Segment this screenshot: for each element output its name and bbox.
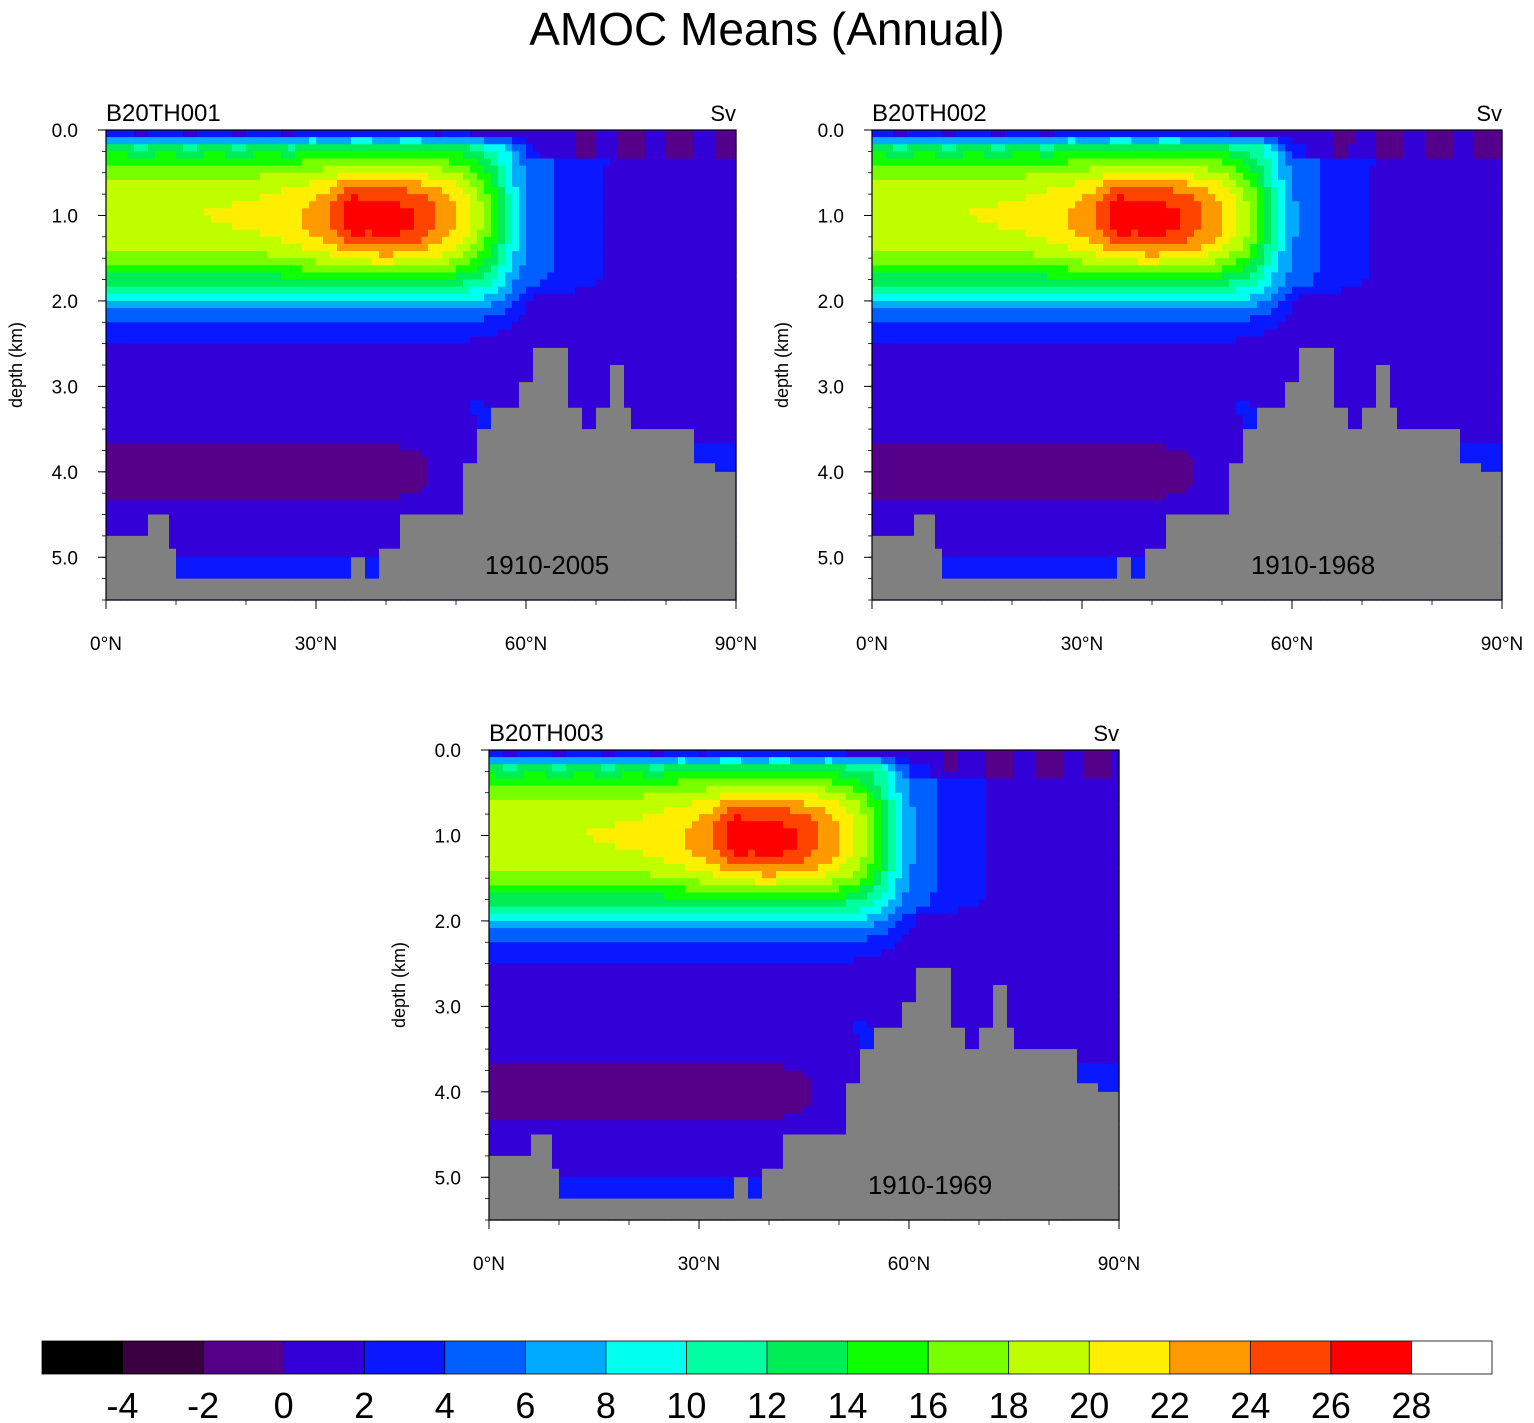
x-tick-label: 60°N bbox=[888, 1254, 930, 1275]
colorbar-swatch bbox=[1330, 1341, 1412, 1374]
colorbar-swatch bbox=[42, 1341, 124, 1374]
panel-title: B20TH001 bbox=[106, 100, 221, 127]
y-tick-label: 4.0 bbox=[52, 463, 78, 484]
colorbar-swatch bbox=[928, 1341, 1010, 1374]
colorbar-swatch bbox=[283, 1341, 365, 1374]
y-tick-label: 3.0 bbox=[52, 377, 78, 398]
colorbar-label: 6 bbox=[515, 1385, 535, 1423]
ocean-bottom-topography bbox=[872, 347, 1502, 600]
x-tick-label: 0°N bbox=[473, 1254, 505, 1275]
colorbar-swatch bbox=[364, 1341, 446, 1374]
y-tick-label: 4.0 bbox=[818, 463, 844, 484]
y-axis-label: depth (km) bbox=[389, 942, 409, 1028]
colorbar-label: 24 bbox=[1230, 1385, 1270, 1423]
period-label: 1910-1968 bbox=[1251, 550, 1375, 580]
colorbar-label: 28 bbox=[1391, 1385, 1431, 1423]
colorbar-swatch bbox=[686, 1341, 768, 1374]
x-tick-label: 90°N bbox=[1098, 1254, 1140, 1275]
x-tick-label: 60°N bbox=[1271, 634, 1313, 655]
x-tick-label: 30°N bbox=[295, 634, 337, 655]
y-tick-label: 5.0 bbox=[818, 548, 844, 569]
colorbar-swatch bbox=[767, 1341, 849, 1374]
colorbar-label: 4 bbox=[435, 1385, 455, 1423]
amoc-panel-1: 0.0 1.0 2.0 3.0 4.0 5.0 0°N 30°N 60°N 90°N depth (… bbox=[6, 100, 757, 655]
y-axis-label: depth (km) bbox=[772, 322, 792, 408]
x-tick-label: 90°N bbox=[715, 634, 757, 655]
colorbar-label: 8 bbox=[596, 1385, 616, 1423]
y-tick-label: 1.0 bbox=[435, 826, 461, 847]
colorbar-label: 14 bbox=[828, 1385, 868, 1423]
colorbar-label: 0 bbox=[274, 1385, 294, 1423]
period-label: 1910-1969 bbox=[868, 1170, 992, 1200]
panel-title: B20TH003 bbox=[489, 720, 604, 747]
y-tick-label: 1.0 bbox=[52, 206, 78, 227]
x-tick-label: 90°N bbox=[1481, 634, 1523, 655]
colorbar-label: -2 bbox=[187, 1385, 219, 1423]
colorbar-label: 20 bbox=[1069, 1385, 1109, 1423]
colorbar-swatch bbox=[1008, 1341, 1090, 1374]
x-tick-label: 0°N bbox=[856, 634, 888, 655]
colorbar-label: 10 bbox=[666, 1385, 706, 1423]
units-label: Sv bbox=[1476, 101, 1502, 126]
y-axis-label: depth (km) bbox=[6, 322, 26, 408]
colorbar: -4 -2 0 2 4 6 8 10 12 14 16 18 20 22 24 26 28 bbox=[41, 1340, 1493, 1423]
y-tick-label: 5.0 bbox=[52, 548, 78, 569]
amoc-panel-3: 0.0 1.0 2.0 3.0 4.0 5.0 0°N 30°N 60°N 90°N depth (… bbox=[389, 720, 1140, 1275]
y-tick-label: 4.0 bbox=[435, 1083, 461, 1104]
x-tick-label: 60°N bbox=[505, 634, 547, 655]
ocean-bottom-topography bbox=[106, 347, 736, 600]
colorbar-label: 2 bbox=[354, 1385, 374, 1423]
colorbar-swatch bbox=[444, 1341, 526, 1374]
y-tick-label: 5.0 bbox=[435, 1168, 461, 1189]
units-label: Sv bbox=[710, 101, 736, 126]
x-tick-label: 0°N bbox=[90, 634, 122, 655]
ocean-bottom-topography bbox=[489, 967, 1119, 1220]
colorbar-label: 18 bbox=[989, 1385, 1029, 1423]
colorbar-swatch bbox=[1250, 1341, 1332, 1374]
colorbar-swatch bbox=[203, 1341, 285, 1374]
colorbar-swatch bbox=[525, 1341, 607, 1374]
colorbar-label: 12 bbox=[747, 1385, 787, 1423]
colorbar-swatch bbox=[1089, 1341, 1171, 1374]
colorbar-label: -4 bbox=[107, 1385, 139, 1423]
period-label: 1910-2005 bbox=[485, 550, 609, 580]
figure-title: AMOC Means (Annual) bbox=[529, 3, 1005, 55]
colorbar-swatch bbox=[605, 1341, 687, 1374]
panel-title: B20TH002 bbox=[872, 100, 987, 127]
colorbar-label: 22 bbox=[1150, 1385, 1190, 1423]
y-tick-label: 2.0 bbox=[818, 292, 844, 313]
colorbar-swatch bbox=[1169, 1341, 1251, 1374]
y-tick-label: 0.0 bbox=[52, 121, 78, 142]
colorbar-swatch bbox=[1411, 1341, 1493, 1374]
y-tick-label: 0.0 bbox=[818, 121, 844, 142]
y-tick-label: 3.0 bbox=[435, 997, 461, 1018]
y-tick-label: 0.0 bbox=[435, 741, 461, 762]
y-tick-label: 2.0 bbox=[435, 912, 461, 933]
colorbar-label: 16 bbox=[908, 1385, 948, 1423]
y-tick-label: 3.0 bbox=[818, 377, 844, 398]
x-tick-label: 30°N bbox=[678, 1254, 720, 1275]
colorbar-swatch bbox=[847, 1341, 929, 1374]
amoc-panel-2: 0.0 1.0 2.0 3.0 4.0 5.0 0°N 30°N 60°N 90°N depth (… bbox=[772, 100, 1523, 655]
x-tick-label: 30°N bbox=[1061, 634, 1103, 655]
y-tick-label: 2.0 bbox=[52, 292, 78, 313]
colorbar-swatch bbox=[122, 1341, 204, 1374]
y-tick-label: 1.0 bbox=[818, 206, 844, 227]
units-label: Sv bbox=[1093, 721, 1119, 746]
colorbar-label: 26 bbox=[1311, 1385, 1351, 1423]
